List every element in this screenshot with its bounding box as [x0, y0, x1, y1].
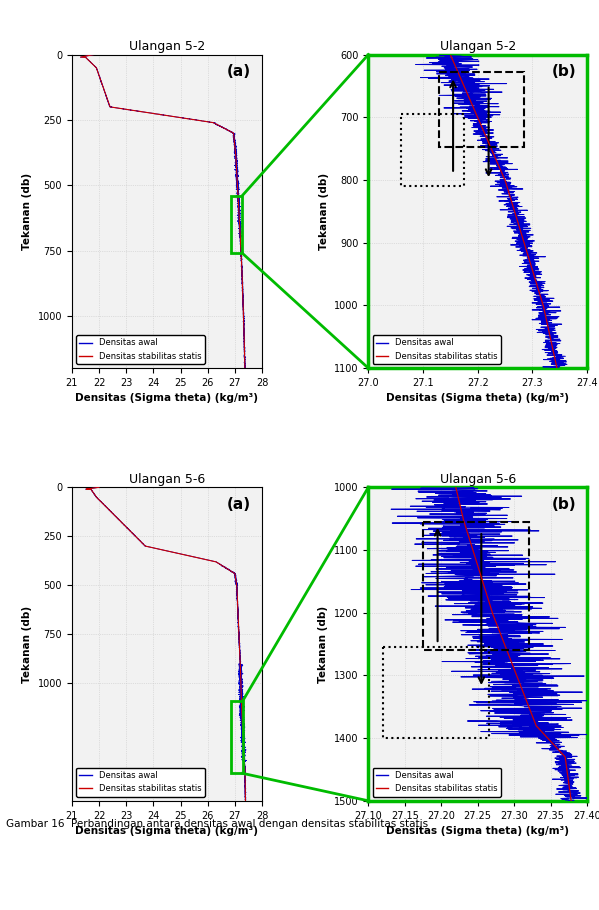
X-axis label: Densitas (Sigma theta) (kg/m³): Densitas (Sigma theta) (kg/m³): [75, 393, 258, 403]
Legend: Densitas awal, Densitas stabilitas statis: Densitas awal, Densitas stabilitas stati…: [76, 335, 204, 364]
X-axis label: Densitas (Sigma theta) (kg/m³): Densitas (Sigma theta) (kg/m³): [75, 826, 258, 836]
Legend: Densitas awal, Densitas stabilitas statis: Densitas awal, Densitas stabilitas stati…: [373, 335, 501, 364]
Bar: [231, 196, 242, 253]
Bar: [231, 701, 243, 774]
Title: Ulangan 5-2: Ulangan 5-2: [440, 40, 516, 54]
X-axis label: Densitas (Sigma theta) (kg/m³): Densitas (Sigma theta) (kg/m³): [386, 826, 569, 836]
Text: (a): (a): [226, 64, 250, 79]
Text: (a): (a): [226, 497, 250, 511]
Bar: [440, 72, 524, 147]
Title: Ulangan 5-6: Ulangan 5-6: [440, 473, 516, 486]
Y-axis label: Tekanan (db): Tekanan (db): [22, 605, 32, 682]
Text: Gambar 16  Perbandingan antara densitas awal dengan densitas stabilitas statis: Gambar 16 Perbandingan antara densitas a…: [6, 819, 428, 829]
X-axis label: Densitas (Sigma theta) (kg/m³): Densitas (Sigma theta) (kg/m³): [386, 393, 569, 403]
Text: (b): (b): [552, 497, 576, 511]
Legend: Densitas awal, Densitas stabilitas statis: Densitas awal, Densitas stabilitas stati…: [76, 768, 204, 796]
Title: Ulangan 5-2: Ulangan 5-2: [129, 40, 205, 54]
Bar: [401, 114, 464, 187]
Legend: Densitas awal, Densitas stabilitas statis: Densitas awal, Densitas stabilitas stati…: [373, 768, 501, 796]
Title: Ulangan 5-6: Ulangan 5-6: [129, 473, 205, 486]
Bar: [423, 521, 529, 651]
Text: (b): (b): [552, 64, 576, 79]
Y-axis label: Tekanan (db): Tekanan (db): [22, 173, 32, 250]
Bar: [383, 647, 489, 738]
Y-axis label: Tekanan (db): Tekanan (db): [319, 605, 328, 682]
Y-axis label: Tekanan (db): Tekanan (db): [319, 173, 329, 250]
